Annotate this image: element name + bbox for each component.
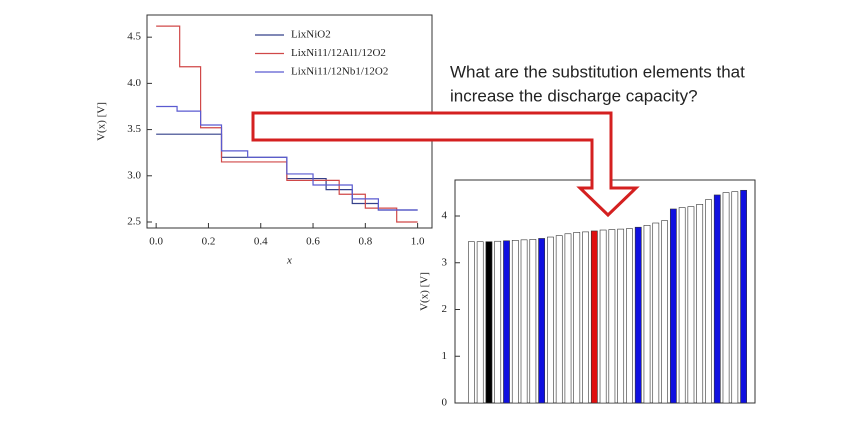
- bar: [529, 239, 537, 404]
- y-tick-label: 1: [442, 350, 448, 362]
- bar: [503, 240, 510, 404]
- y-tick-label: 2.5: [127, 216, 141, 228]
- bar: [599, 229, 607, 404]
- bar: [564, 233, 572, 404]
- bar: [555, 235, 563, 404]
- step-line: [156, 105, 418, 211]
- bar: [476, 241, 484, 404]
- y-tick-label: 0: [442, 397, 448, 409]
- bar: [652, 222, 660, 404]
- x-axis-label: x: [286, 255, 292, 267]
- bar: [696, 204, 704, 404]
- y-tick-label: 4: [442, 210, 448, 222]
- bar: [538, 238, 546, 404]
- bar: [731, 191, 739, 404]
- bar: [608, 229, 616, 404]
- bar: [678, 207, 686, 404]
- bar: [669, 208, 677, 404]
- bar: [661, 220, 668, 404]
- x-tick-label: 1.0: [411, 236, 425, 248]
- legend-label: LixNi11/12Nb1/12O2: [291, 66, 388, 78]
- bar: [740, 189, 747, 404]
- bar: [573, 232, 581, 404]
- bar: [687, 206, 695, 404]
- bar: [468, 241, 475, 404]
- bar: [511, 240, 519, 404]
- bar: [547, 236, 554, 404]
- y-axis-label: V(x) [V]: [96, 102, 108, 141]
- x-tick-label: 0.8: [358, 236, 372, 248]
- y-tick-label: 3: [442, 256, 448, 268]
- y-tick-label: 4.0: [127, 77, 141, 89]
- question: increase the discharge capacity?: [450, 86, 698, 105]
- x-tick-label: 0.4: [254, 236, 268, 248]
- bar: [713, 194, 721, 404]
- bar: [590, 230, 598, 404]
- bar: [626, 228, 633, 404]
- legend-label: LixNiO2: [291, 29, 331, 41]
- bar: [582, 231, 589, 404]
- y-tick-label: 4.5: [127, 31, 141, 43]
- y-axis-label: V(x) [V]: [419, 272, 431, 311]
- bar: [634, 226, 642, 404]
- question: What are the substitution elements that: [450, 62, 745, 81]
- x-tick-label: 0.0: [149, 236, 163, 248]
- legend-label: LixNi11/12Al1/12O2: [291, 47, 386, 59]
- x-tick-label: 0.2: [202, 236, 216, 248]
- bar: [643, 225, 651, 404]
- arrow: [251, 111, 640, 218]
- bar: [722, 192, 730, 404]
- bar: [494, 240, 502, 404]
- bar: [617, 228, 625, 404]
- y-tick-label: 2: [442, 303, 448, 315]
- y-tick-label: 3.0: [127, 169, 141, 181]
- bar: [520, 239, 528, 404]
- y-tick-label: 3.5: [127, 123, 141, 135]
- bar: [485, 241, 493, 404]
- bar: [705, 199, 712, 404]
- x-tick-label: 0.6: [306, 236, 320, 248]
